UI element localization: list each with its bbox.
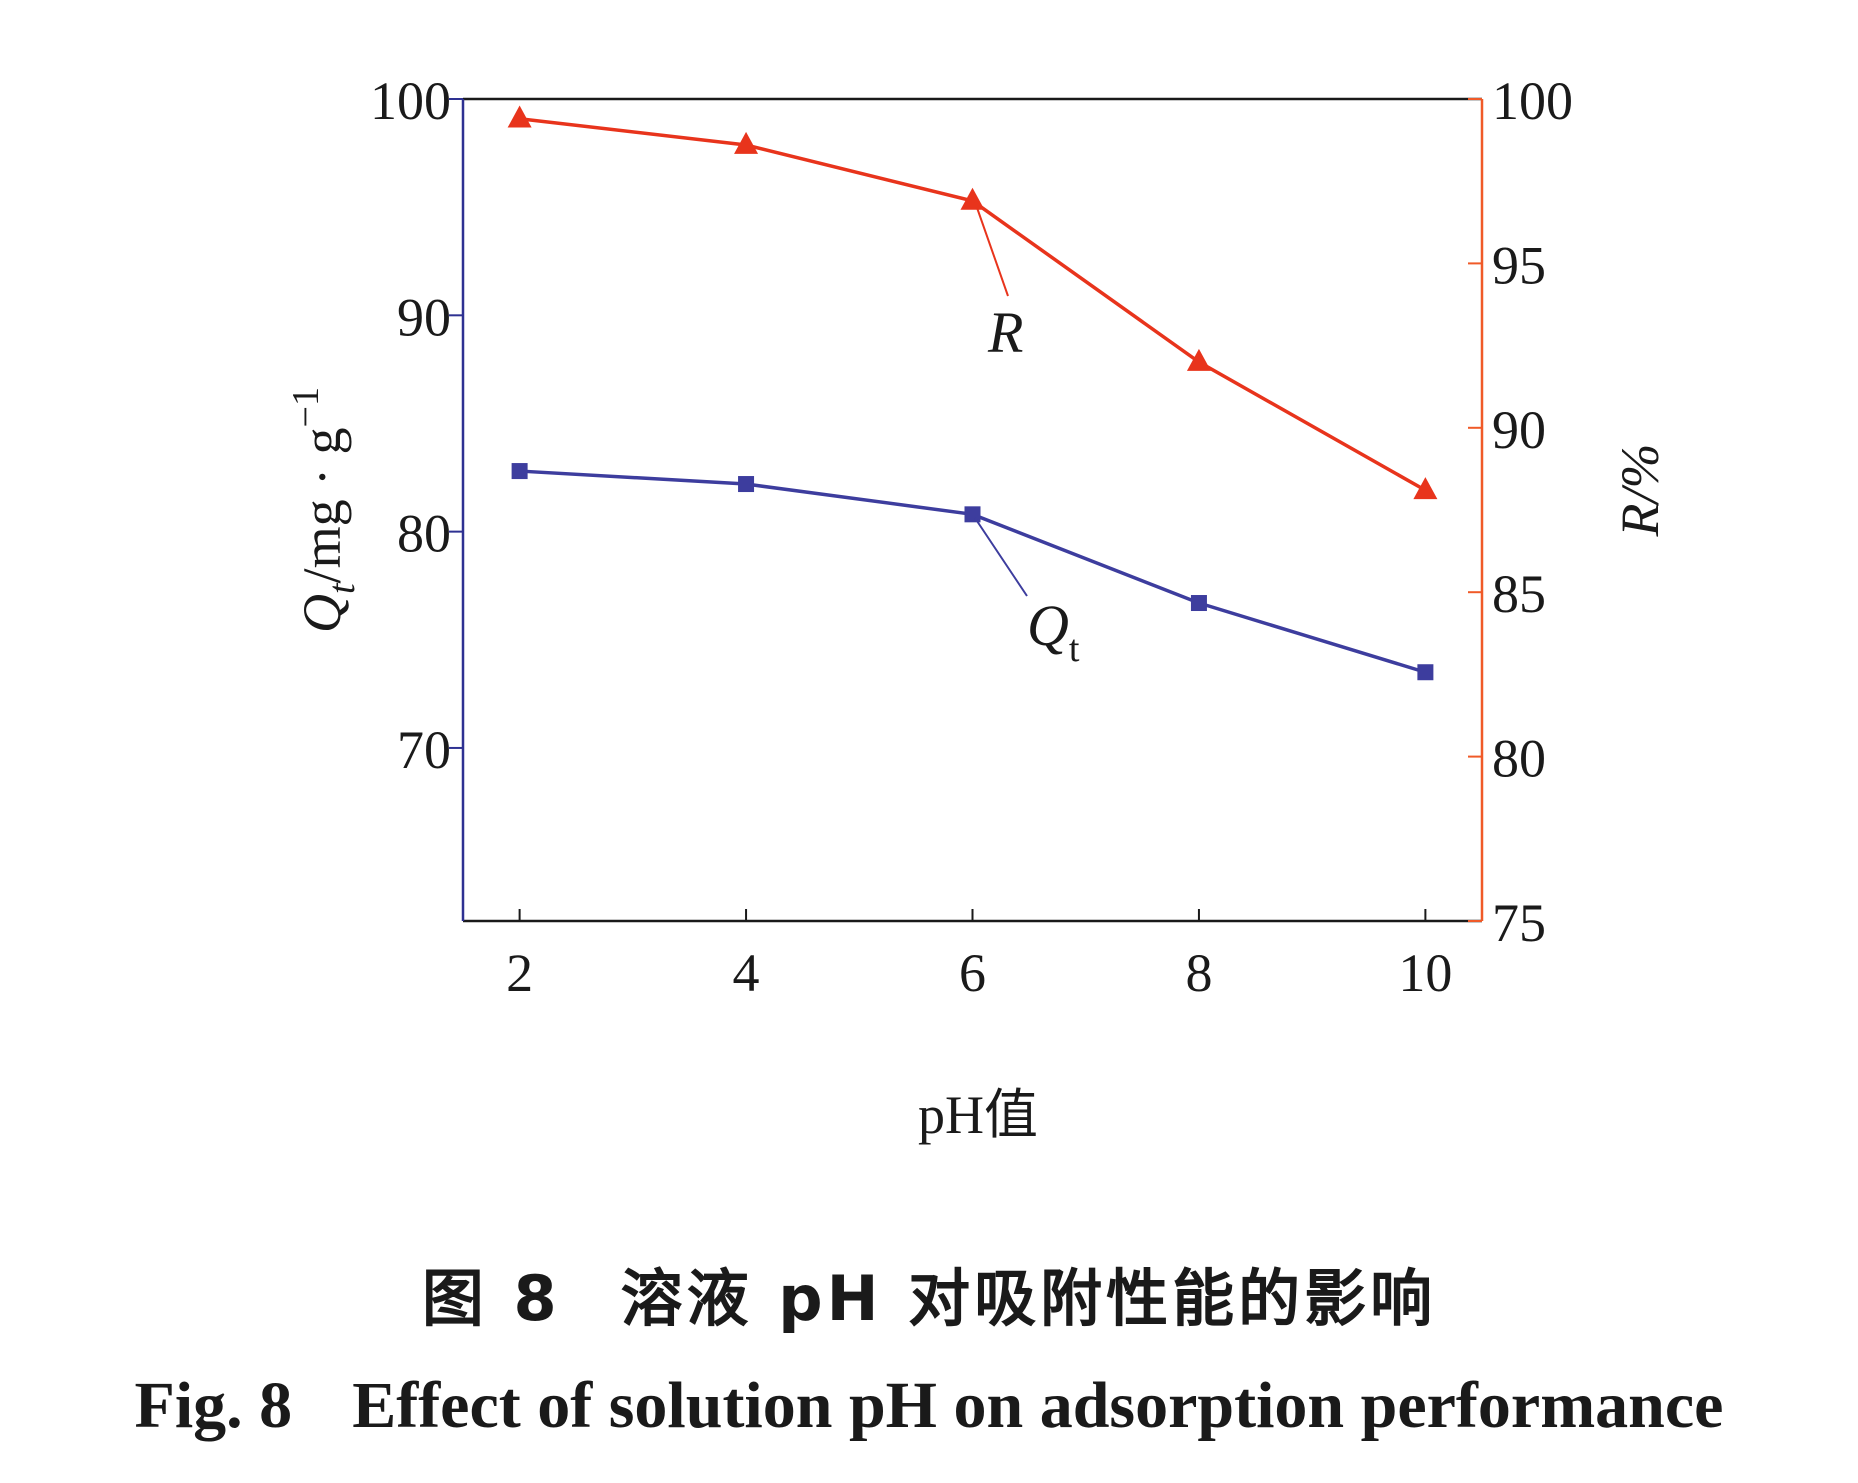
qt-point-marker (511, 463, 528, 480)
x-axis-title: pH值 (918, 1085, 1038, 1145)
left-title-q: Q (292, 594, 352, 633)
qt-point-marker (1190, 595, 1207, 612)
x-ticks: 2 4 6 8 10 (506, 909, 1452, 1003)
left-axis-ticks: 70 80 90 100 (370, 71, 463, 780)
right-axis-title: R/% (1610, 444, 1670, 538)
series-line-r (519, 116, 1427, 492)
caption-en-text: Effect of solution pH on adsorption perf… (352, 1369, 1724, 1442)
chart: 2 4 6 8 10 70 80 90 100 75 80 85 90 95 100 R Qt Qt/m… (285, 71, 1670, 1145)
x-tick-label: 4 (733, 943, 760, 1003)
right-tick-label: 75 (1492, 893, 1546, 953)
qt-point-marker (964, 506, 981, 523)
caption-cn-text: 溶液 pH 对吸附性能的影响 (620, 1262, 1437, 1335)
x-tick-label: 2 (506, 943, 533, 1003)
caption-en-number: Fig. 8 (134, 1369, 293, 1442)
right-tick-label: 80 (1492, 729, 1546, 789)
series-line-qt (519, 469, 1426, 674)
right-tick-label: 85 (1492, 564, 1546, 624)
series-layer (507, 105, 1438, 681)
qt-series-label: Qt (1027, 593, 1080, 670)
right-axis-ticks: 75 80 85 90 95 100 (1468, 71, 1573, 953)
caption-english: Fig. 8 Effect of solution pH on adsorptio… (0, 1368, 1858, 1444)
qt-label-sub: t (1069, 628, 1080, 670)
left-tick-label: 100 (370, 71, 451, 131)
r-point-marker (507, 105, 532, 128)
left-tick-label: 80 (397, 504, 451, 564)
r-point-marker (1186, 348, 1211, 371)
left-tick-label: 70 (397, 720, 451, 780)
x-tick-label: 8 (1185, 943, 1212, 1003)
caption-chinese: 图 8 溶液 pH 对吸附性能的影响 (0, 1248, 1858, 1338)
qt-point-marker (738, 476, 755, 493)
x-tick-label: 6 (959, 943, 986, 1003)
r-point-marker (960, 187, 985, 210)
qt-leader-line (974, 517, 1028, 597)
r-leader-line (974, 201, 1009, 297)
right-tick-label: 100 (1492, 71, 1573, 131)
r-point-marker (1413, 477, 1438, 500)
left-title-sub: t (321, 582, 363, 594)
r-point-marker (734, 131, 759, 154)
left-title-unit: /mg · g (292, 427, 352, 583)
caption-cn-number: 图 8 (421, 1262, 561, 1335)
left-tick-label: 90 (397, 287, 451, 347)
left-title-exp: −1 (285, 387, 327, 427)
qt-label-main: Q (1027, 593, 1069, 658)
x-tick-label: 10 (1398, 943, 1452, 1003)
right-tick-label: 95 (1492, 235, 1546, 295)
qt-point-marker (1417, 664, 1434, 681)
r-series-label: R (987, 300, 1023, 365)
right-tick-label: 90 (1492, 400, 1546, 460)
left-axis-title: Qt/mg · g−1 (285, 387, 363, 633)
